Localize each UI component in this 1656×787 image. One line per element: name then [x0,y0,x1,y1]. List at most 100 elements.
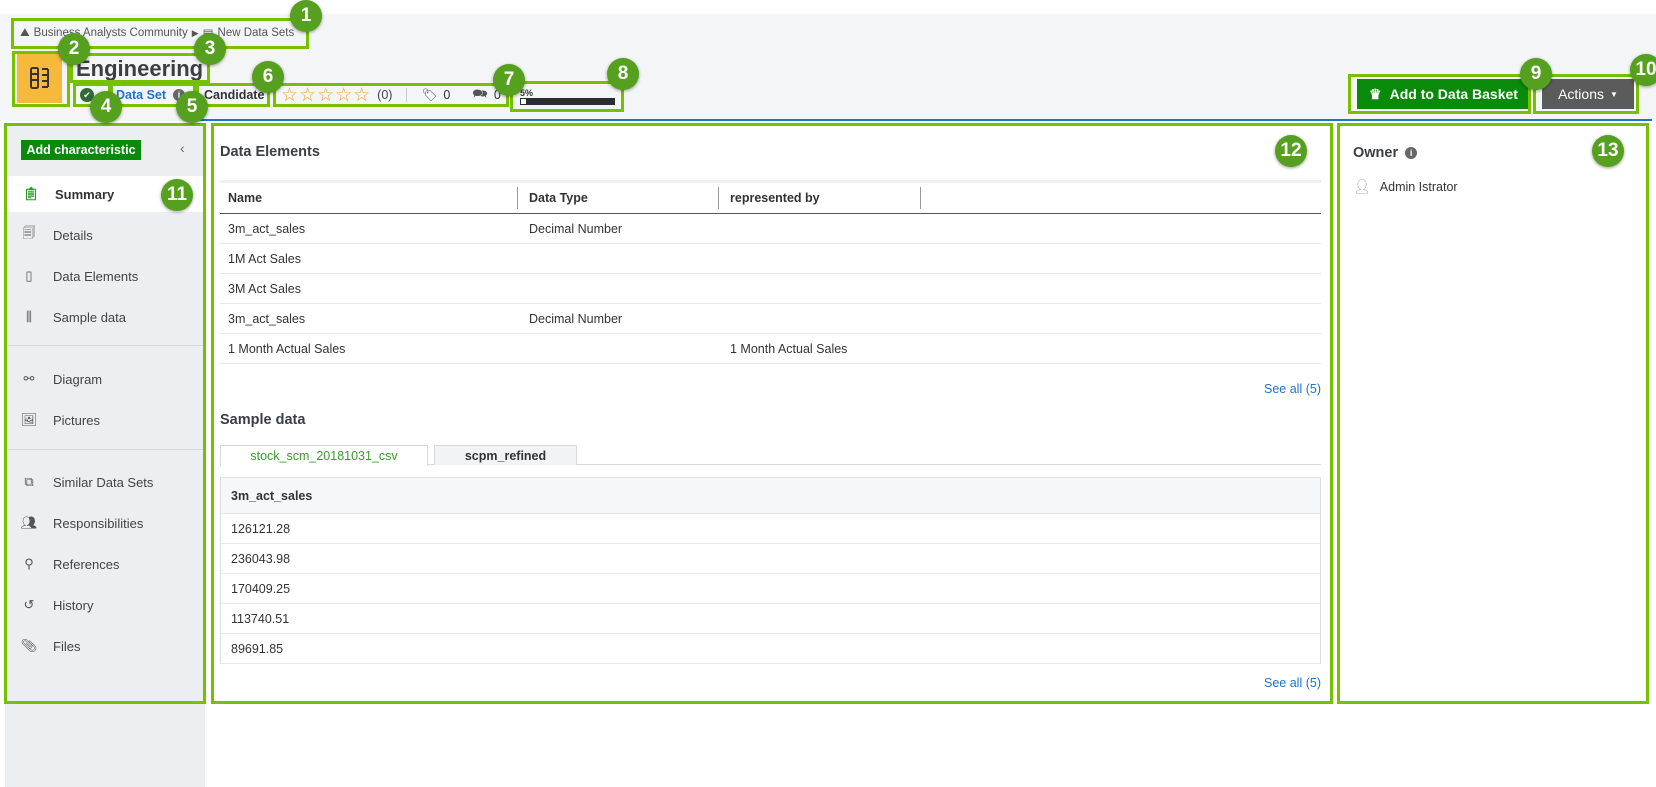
column-divider[interactable] [718,187,719,209]
status-badge[interactable]: Candidate [204,86,264,104]
sidebar-item-label: Summary [55,186,115,202]
star-rating-icons[interactable]: ☆☆☆☆☆ [281,84,372,106]
data-elements-header: Name Data Type represented by [220,180,1321,214]
column-data-type[interactable]: Data Type [529,191,588,205]
sidebar-item-files[interactable]: 📎︎ Files [5,628,205,664]
sidebar-item-label: References [53,556,120,572]
owner-name[interactable]: Admin Istrator [1379,179,1458,194]
paperclip-icon: 📎︎ [20,638,38,653]
sidebar-item-details[interactable]: 🗐 Details [5,217,205,253]
sidebar-item-history[interactable]: ↺ History [5,587,205,623]
sidebar-item-sample-data[interactable]: ⫼ Sample data [5,299,205,335]
annotation-marker: 3 [194,33,226,65]
collapse-sidebar-icon[interactable]: ‹ [180,140,185,156]
column-divider[interactable] [920,187,921,209]
comments-count: 0 [493,88,501,102]
table-row[interactable]: 3m_act_sales Decimal Number [220,214,1321,244]
column-represented-by[interactable]: represented by [730,191,820,205]
annotation-box-title [70,53,210,83]
actions-label: Actions [1558,86,1604,102]
sample-data-see-all-link[interactable]: See all (5) [1264,676,1321,690]
picture-icon: 🖼︎ [20,412,38,427]
annotation-marker: 2 [58,33,90,65]
add-to-data-basket-button[interactable]: ♛ Add to Data Basket [1357,79,1530,109]
sidebar-item-label: Details [53,227,93,243]
sidebar-item-label: Responsibilities [53,515,144,531]
info-icon[interactable]: i [1405,147,1418,159]
data-elements-see-all-link[interactable]: See all (5) [1264,382,1321,396]
breadcrumb-domain[interactable]: New Data Sets [217,27,295,39]
annotation-box-actions [1533,74,1639,114]
column-name[interactable]: Name [228,191,263,205]
table-cell[interactable]: 3m_act_sales [228,222,306,236]
sidebar-item-label: History [53,597,94,613]
sidebar-item-pictures[interactable]: 🖼︎ Pictures [5,402,205,438]
diagram-icon: ⚯ [23,371,35,386]
sample-row: 89691.85 [221,634,1320,664]
table-row[interactable]: 1 Month Actual Sales 1 Month Actual Sales [220,334,1321,364]
table-row[interactable]: 3m_act_sales Decimal Number [220,304,1321,334]
sidebar-item-label: Sample data [53,309,126,325]
table-cell[interactable]: 3M Act Sales [228,282,301,296]
table-cell[interactable]: 1M Act Sales [228,252,301,266]
sample-row: 236043.98 [221,544,1320,574]
status-label: Candidate [204,88,265,102]
sidebar-item-label: Similar Data Sets [53,474,154,490]
column-divider[interactable] [517,187,518,209]
completeness-bar [520,98,615,105]
tabs-underline [220,464,1321,465]
actions-button[interactable]: Actions ▼ [1542,79,1634,109]
separator [406,88,408,102]
annotation-marker: 9 [1520,58,1552,90]
header-divider [200,119,1652,121]
sidebar-item-responsibilities[interactable]: 👥︎ Responsibilities [5,505,205,541]
annotation-box-icon [12,51,70,107]
tag-icon: 🏷︎ [421,87,438,102]
annotation-marker: 11 [161,179,193,211]
similar-icon: ⧉ [24,474,34,489]
sample-column-header[interactable]: 3m_act_sales [221,478,1320,514]
annotation-box-rating [273,83,509,107]
asset-type-label[interactable]: Data Set [116,88,167,102]
sample-data-table: 3m_act_sales 126121.28 236043.98 170409.25… [220,477,1321,664]
annotation-marker: 7 [493,64,525,96]
basket-icon: ♛ [1369,85,1382,102]
table-cell[interactable]: 1 Month Actual Sales [228,342,346,356]
annotation-marker: 8 [607,58,639,90]
tab-scpm-refined[interactable]: scpm_refined [434,445,577,465]
sample-data-heading: Sample data [220,412,306,428]
owner-user[interactable]: 👤︎ Admin Istrator [1353,178,1458,195]
data-elements-heading: Data Elements [220,144,320,160]
annotation-box-sidebar [4,123,206,704]
sidebar-item-data-elements[interactable]: ▯ Data Elements [5,258,205,294]
sidebar-item-label: Data Elements [53,268,139,284]
details-icon: 🗐 [22,225,36,240]
references-icon: ⚲ [24,556,34,571]
rating[interactable]: ☆☆☆☆☆ (0) 🏷︎ 0 🗪 0 [281,84,501,106]
add-characteristic-button[interactable]: Add characteristic [21,140,141,160]
sidebar [5,123,205,787]
tab-stock-scm[interactable]: stock_scm_20181031_csv [220,445,428,466]
table-row[interactable]: 3M Act Sales [220,274,1321,304]
sidebar-divider [5,345,205,346]
tags-count: 0 [443,88,451,102]
sidebar-divider [5,449,205,450]
sample-row: 126121.28 [221,514,1320,544]
sidebar-item-diagram[interactable]: ⚯ Diagram [5,361,205,397]
sample-row: 170409.25 [221,574,1320,604]
rating-count: (0) [377,88,393,102]
caret-down-icon: ▼ [1610,89,1618,99]
table-cell[interactable]: 3m_act_sales [228,312,306,326]
owner-heading: Owner i [1353,145,1418,161]
people-icon: 👥︎ [20,515,38,530]
sidebar-item-similar-data-sets[interactable]: ⧉ Similar Data Sets [5,464,205,500]
annotation-marker: 6 [252,61,284,93]
table-row[interactable]: 1M Act Sales [220,244,1321,274]
sidebar-item-references[interactable]: ⚲ References [5,546,205,582]
user-avatar-icon: 👤︎ [1353,178,1371,194]
annotation-marker: 10 [1630,54,1656,86]
annotation-marker: 4 [90,91,122,123]
annotation-box-basket [1348,74,1531,114]
annotation-marker: 12 [1275,135,1307,167]
table-cell: 1 Month Actual Sales [730,342,848,356]
